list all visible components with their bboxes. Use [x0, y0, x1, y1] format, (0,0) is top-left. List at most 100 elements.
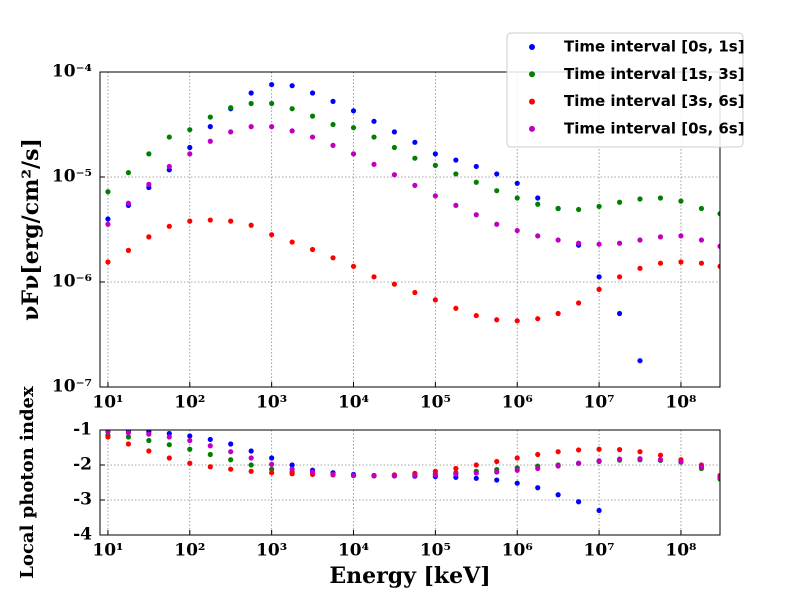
data-point	[494, 221, 500, 227]
data-point	[657, 234, 664, 240]
data-point	[453, 465, 459, 472]
data-point	[166, 455, 172, 461]
data-point	[535, 195, 541, 201]
data-point	[330, 98, 336, 104]
data-point	[617, 536, 622, 541]
data-point	[678, 233, 684, 239]
data-point	[207, 217, 213, 223]
plot-area	[105, 430, 720, 541]
data-point	[575, 447, 582, 453]
data-point	[555, 310, 561, 317]
legend-label: Time interval [0s, 1s]	[564, 38, 745, 56]
data-point	[596, 286, 602, 292]
data-point	[187, 437, 193, 444]
data-point	[535, 201, 541, 207]
data-point	[453, 305, 459, 311]
data-point	[187, 446, 193, 452]
data-point	[473, 475, 479, 481]
data-point	[678, 198, 684, 204]
data-point	[166, 434, 172, 440]
data-point	[330, 121, 336, 128]
legend-label: Time interval [0s, 6s]	[564, 119, 745, 137]
x-tick-label: 10⁸	[665, 393, 696, 413]
data-point	[717, 474, 720, 480]
data-point	[105, 221, 111, 227]
data-point	[207, 436, 213, 443]
data-point	[391, 172, 398, 178]
data-point	[473, 212, 479, 218]
data-point	[453, 202, 459, 208]
data-point	[269, 455, 275, 461]
data-point	[575, 240, 582, 246]
legend-marker	[529, 71, 535, 78]
data-point	[412, 289, 418, 296]
x-tick-label: 10⁵	[420, 393, 451, 413]
plot-area	[105, 81, 720, 442]
data-point	[637, 196, 643, 202]
data-point	[350, 108, 357, 114]
x-tick-label: 10⁷	[584, 541, 615, 561]
data-point	[432, 162, 438, 168]
data-point	[616, 274, 623, 280]
data-point	[616, 310, 623, 317]
data-point	[289, 106, 295, 112]
x-tick-label: 10⁴	[338, 541, 369, 561]
data-point	[637, 358, 643, 364]
data-point	[228, 218, 234, 224]
data-point	[678, 259, 684, 265]
data-point	[146, 151, 152, 157]
data-point	[616, 456, 623, 462]
data-point	[412, 472, 418, 479]
data-point	[125, 430, 132, 436]
y-tick-label: 10⁻⁴	[52, 62, 92, 82]
y-tick-label: -3	[73, 490, 92, 510]
data-point	[575, 300, 582, 306]
data-point	[535, 451, 541, 458]
legend-marker	[529, 125, 535, 132]
data-point	[494, 469, 500, 475]
data-point	[248, 462, 254, 468]
data-point	[494, 317, 500, 323]
data-point	[453, 471, 459, 477]
data-point	[658, 437, 663, 442]
x-tick-label: 10¹	[92, 541, 123, 561]
data-point	[309, 469, 316, 475]
data-point	[166, 442, 172, 448]
data-point	[269, 81, 275, 88]
x-tick-label: 10²	[174, 393, 205, 413]
data-point	[330, 471, 336, 477]
data-point	[698, 464, 705, 470]
data-point	[166, 163, 172, 170]
x-tick-label: 10⁴	[338, 393, 369, 413]
legend-marker	[529, 98, 535, 105]
data-point	[432, 297, 438, 303]
x-tick-label: 10⁵	[420, 541, 451, 561]
data-point	[596, 507, 602, 514]
data-point	[248, 222, 254, 228]
legend: Time interval [0s, 1s] Time interval [1s,…	[506, 32, 745, 148]
data-point	[166, 134, 172, 140]
y-axis-label: Local photon index	[17, 386, 38, 579]
data-point	[125, 441, 132, 447]
data-point	[596, 203, 602, 209]
data-point	[228, 129, 234, 135]
y-tick-label: -2	[73, 455, 92, 475]
data-point	[350, 263, 357, 269]
y-tick-label: 10⁻⁶	[52, 272, 92, 292]
data-point	[125, 200, 132, 206]
data-point	[657, 195, 664, 201]
data-point	[514, 227, 520, 234]
data-point	[146, 234, 152, 240]
data-point	[698, 237, 705, 243]
data-point	[371, 118, 377, 124]
legend-box	[506, 32, 744, 148]
data-point	[575, 499, 582, 505]
data-point	[248, 123, 254, 130]
data-point	[616, 240, 623, 246]
data-point	[371, 473, 377, 479]
x-tick-label: 10³	[256, 393, 287, 413]
data-point	[555, 463, 561, 469]
data-point	[535, 316, 541, 322]
data-point	[146, 431, 152, 437]
data-point	[514, 318, 520, 324]
